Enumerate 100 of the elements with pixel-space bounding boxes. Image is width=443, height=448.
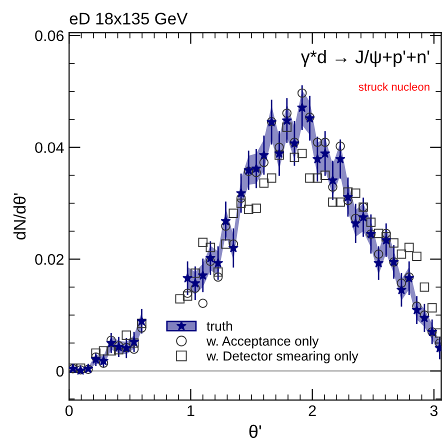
point [182,272,193,283]
point [328,182,338,192]
point [389,238,398,248]
x-tick-label: 3 [430,405,438,416]
point [358,212,368,222]
point [221,239,230,249]
point [137,318,146,328]
legend-label: w. Acceptance only [206,336,319,348]
point [290,152,300,162]
point [129,344,139,354]
point [244,204,254,214]
point [98,346,108,356]
point [251,163,262,173]
point [259,178,269,188]
point [366,218,376,227]
y-tick-label: 0 [56,366,64,377]
point [381,232,391,242]
point [328,197,338,207]
point [252,168,261,178]
point [396,249,406,259]
point [305,173,314,183]
point [412,252,422,262]
annotation: struck nucleon [358,82,430,91]
point [190,268,200,278]
x-tick-label: 2 [308,405,316,416]
point [258,150,270,160]
point [282,115,292,125]
point [206,242,216,252]
point [252,204,261,213]
point [297,88,307,98]
point [336,197,345,207]
point [91,348,101,358]
point [182,288,192,298]
point [205,252,216,262]
point [320,138,330,147]
point [122,330,132,340]
point [373,258,384,268]
point [106,346,116,356]
point [297,102,308,112]
point [297,148,307,158]
point [175,294,185,304]
point [220,216,231,226]
point [396,284,407,294]
y-tick-label: 0.06 [35,30,64,42]
point [336,142,345,151]
x-tick-label: 1 [188,405,194,416]
point [198,270,208,280]
x-tick-label: 0 [65,405,73,416]
point [350,218,361,228]
point [374,228,384,238]
point [213,272,223,282]
point [320,148,330,158]
point [190,278,200,288]
point [236,198,246,208]
point [212,258,224,268]
chart-title: eD 18x135 GeV [70,12,188,25]
point [381,228,391,238]
point [213,267,223,277]
y-tick-label: 0.04 [35,142,64,154]
point [190,284,200,293]
point [312,173,322,183]
point [98,356,109,366]
point [274,148,284,158]
point [335,154,346,164]
point [328,174,338,185]
point [259,158,269,168]
point [412,304,422,314]
point [396,278,406,288]
point [282,108,292,118]
point [419,312,430,322]
point [343,187,353,197]
point [404,242,414,252]
legend-label: truth [206,321,232,331]
annotation: γ*d → J/ψ+p'+n' [300,50,430,67]
point [228,208,238,218]
point [374,249,384,259]
point [266,173,276,183]
point [282,122,292,132]
y-axis-title: dN/dθ' [13,193,26,240]
point [136,316,147,326]
y-tick-label: 0.02 [35,254,64,265]
point [98,358,108,368]
x-axis-title: θ' [249,424,262,438]
point [427,303,437,312]
point [137,323,146,333]
point [342,192,354,202]
point [198,238,208,248]
point [106,338,116,348]
legend-label: w. Detector smearing only [206,350,358,364]
point [420,282,430,292]
point [236,188,246,198]
point [350,188,360,198]
point [312,138,322,147]
point [312,154,323,164]
point [198,298,208,308]
point [274,150,284,160]
point [228,242,239,252]
point [182,291,192,301]
point [236,194,246,203]
point [221,222,230,231]
